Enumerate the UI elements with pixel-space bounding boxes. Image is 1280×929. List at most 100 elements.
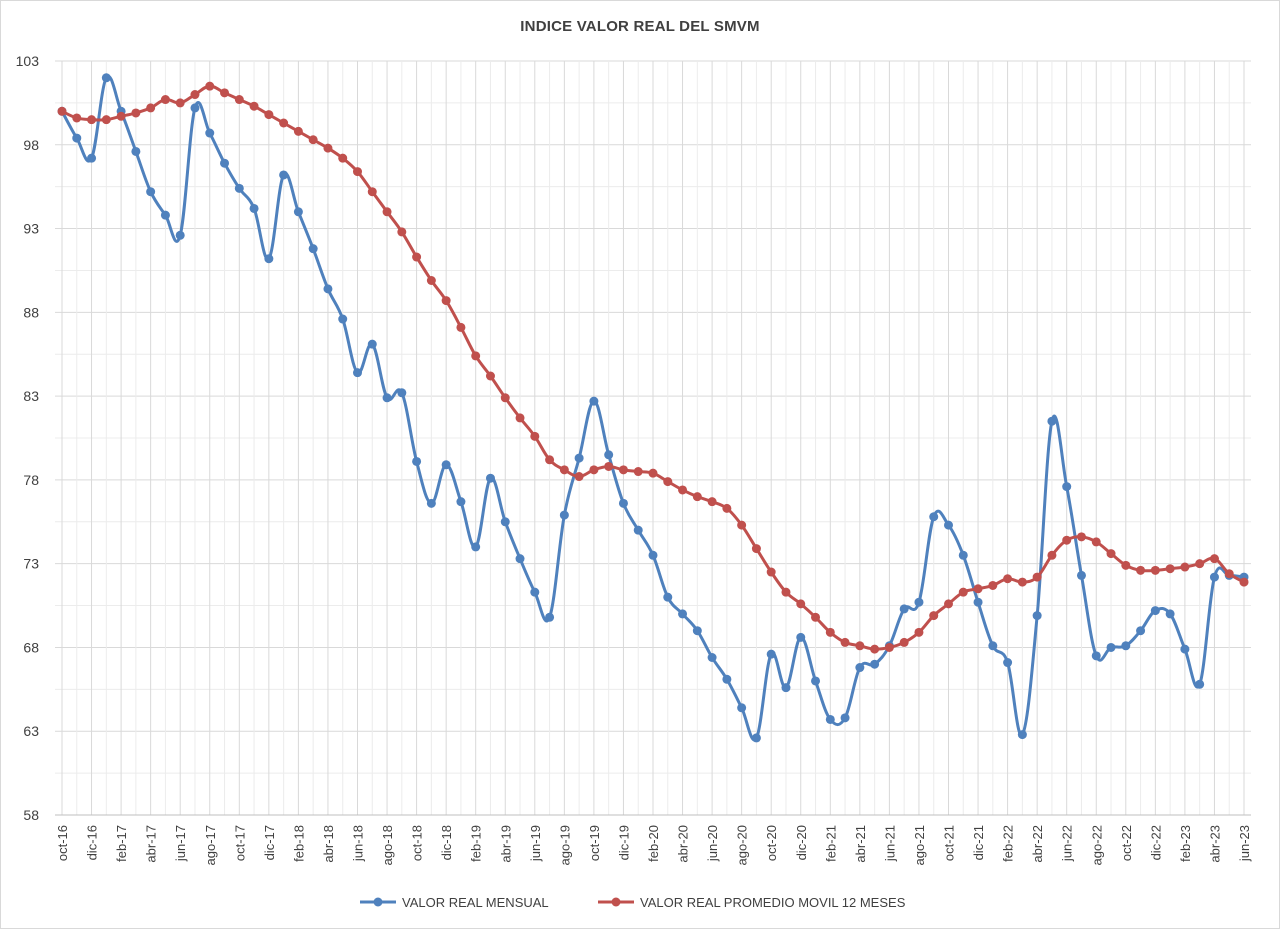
y-tick-label: 63 — [23, 723, 39, 739]
data-point — [146, 103, 156, 113]
data-point — [618, 498, 628, 508]
data-point — [530, 587, 540, 597]
data-point — [1062, 535, 1072, 545]
data-point — [1032, 572, 1042, 582]
data-point — [1195, 679, 1205, 689]
data-point — [1150, 606, 1160, 616]
data-point — [72, 133, 82, 143]
data-point — [559, 510, 569, 520]
data-point — [855, 641, 865, 651]
data-point — [426, 275, 436, 285]
x-tick-label: oct-16 — [55, 825, 70, 861]
data-point — [574, 453, 584, 463]
data-point — [545, 612, 555, 622]
legend-item: VALOR REAL MENSUAL — [360, 895, 549, 910]
y-tick-label: 88 — [23, 304, 39, 320]
data-point — [870, 659, 880, 669]
x-tick-label: feb-20 — [646, 825, 661, 862]
x-tick-label: jun-18 — [351, 825, 366, 862]
data-point — [175, 98, 185, 108]
y-tick-label: 93 — [23, 221, 39, 237]
data-point — [1091, 651, 1101, 661]
data-point — [825, 627, 835, 637]
series-valor-real-mensual — [57, 73, 1249, 743]
x-tick-label: ago-18 — [380, 825, 395, 865]
data-point — [1003, 574, 1013, 584]
x-tick-label: abr-20 — [676, 825, 691, 863]
data-point — [678, 609, 688, 619]
data-point — [766, 649, 776, 659]
data-point — [485, 473, 495, 483]
data-point — [929, 611, 939, 621]
data-point — [1239, 577, 1249, 587]
data-point — [825, 714, 835, 724]
data-point — [678, 485, 688, 495]
data-point — [929, 512, 939, 522]
data-point — [604, 461, 614, 471]
data-point — [633, 467, 643, 477]
data-point — [1106, 642, 1116, 652]
data-point — [471, 351, 481, 361]
y-tick-label: 98 — [23, 137, 39, 153]
data-point — [323, 143, 333, 153]
x-tick-label: oct-22 — [1119, 825, 1134, 861]
x-tick-label: jun-22 — [1060, 825, 1075, 862]
data-point — [1121, 560, 1131, 570]
data-point — [559, 465, 569, 475]
data-point — [382, 207, 392, 217]
data-point — [1106, 549, 1116, 559]
data-point — [515, 554, 525, 564]
data-point — [840, 713, 850, 723]
data-point — [545, 455, 555, 465]
data-point — [456, 322, 466, 332]
data-point — [663, 477, 673, 487]
data-point — [205, 81, 215, 91]
x-tick-label: feb-18 — [291, 825, 306, 862]
legend: VALOR REAL MENSUAL VALOR REAL PROMEDIO MO… — [360, 895, 906, 910]
data-point — [146, 187, 156, 197]
data-point — [604, 450, 614, 460]
legend-label: VALOR REAL MENSUAL — [402, 895, 549, 910]
data-point — [515, 413, 525, 423]
data-point — [338, 314, 348, 324]
data-point — [441, 296, 451, 306]
data-point — [811, 676, 821, 686]
data-point — [1195, 559, 1205, 569]
data-point — [766, 567, 776, 577]
data-point — [1180, 562, 1190, 572]
series-promedio-movil-12-meses — [57, 81, 1249, 654]
y-tick-label: 78 — [23, 472, 39, 488]
data-point — [87, 153, 97, 163]
data-point — [1121, 641, 1131, 651]
x-tick-label: abr-23 — [1207, 825, 1222, 863]
data-point — [944, 520, 953, 530]
x-tick-label: oct-21 — [942, 825, 957, 861]
x-tick-label: ago-21 — [912, 825, 927, 865]
x-tick-label: oct-18 — [410, 825, 425, 861]
data-point — [1165, 609, 1175, 619]
y-tick-label: 73 — [23, 556, 39, 572]
data-point — [1047, 550, 1057, 560]
x-tick-label: dic-22 — [1148, 825, 1163, 860]
data-point — [220, 88, 230, 98]
data-point — [500, 393, 510, 403]
y-tick-label: 103 — [16, 53, 40, 69]
data-point — [500, 517, 510, 527]
x-tick-label: dic-20 — [794, 825, 809, 860]
data-point — [914, 627, 924, 637]
data-point — [1150, 565, 1160, 575]
data-point — [131, 108, 141, 118]
data-point — [308, 135, 318, 145]
x-tick-label: feb-22 — [1001, 825, 1016, 862]
x-tick-label: jun-19 — [528, 825, 543, 862]
data-point — [973, 584, 983, 594]
data-point — [249, 101, 259, 111]
x-tick-label: abr-17 — [144, 825, 159, 863]
data-point — [72, 113, 82, 123]
data-point — [589, 465, 599, 475]
data-point — [1224, 569, 1234, 579]
y-tick-label: 83 — [23, 388, 39, 404]
